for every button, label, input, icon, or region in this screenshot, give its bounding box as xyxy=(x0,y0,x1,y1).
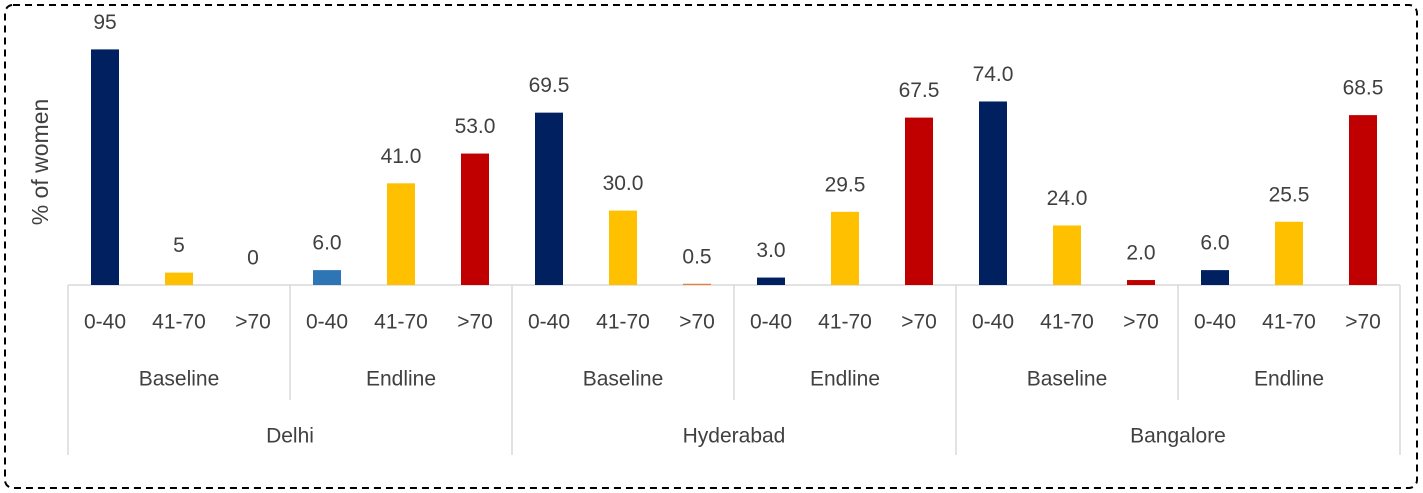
x-tick-label: 0-40 xyxy=(306,311,348,334)
value-label: 69.5 xyxy=(529,74,570,97)
bar xyxy=(1201,270,1229,285)
value-label: 68.5 xyxy=(1343,77,1384,100)
x-tick-label: 0-40 xyxy=(84,311,126,334)
bar xyxy=(165,272,193,285)
bar xyxy=(535,112,563,285)
value-label: 0.5 xyxy=(682,245,711,268)
value-label: 74.0 xyxy=(973,63,1014,86)
x-tick-label: 0-40 xyxy=(1194,311,1236,334)
x-tick-label: >70 xyxy=(901,311,937,334)
value-label: 29.5 xyxy=(825,173,866,196)
value-label: 5 xyxy=(173,234,185,257)
bar xyxy=(1349,115,1377,286)
x-tick-label: 0-40 xyxy=(528,311,570,334)
x-tick-label: 41-70 xyxy=(152,311,206,334)
value-label: 3.0 xyxy=(756,239,785,262)
value-label: 95 xyxy=(93,11,116,34)
value-label: 30.0 xyxy=(603,172,644,195)
bar xyxy=(387,183,415,285)
x-tick-label: 41-70 xyxy=(596,311,650,334)
value-label: 53.0 xyxy=(455,115,496,138)
bar xyxy=(905,117,933,285)
phase-label: Baseline xyxy=(583,368,664,391)
phase-label: Endline xyxy=(810,368,880,391)
value-label: 24.0 xyxy=(1047,187,1088,210)
x-tick-label: 0-40 xyxy=(972,311,1014,334)
bar xyxy=(91,49,119,286)
bar xyxy=(313,270,341,285)
x-tick-label: >70 xyxy=(1123,311,1159,334)
bar xyxy=(1275,221,1303,285)
bar xyxy=(1053,225,1081,285)
x-tick-label: >70 xyxy=(235,311,271,334)
value-label: 0 xyxy=(247,247,259,270)
bar xyxy=(461,153,489,285)
bar xyxy=(683,283,711,285)
x-tick-label: 41-70 xyxy=(818,311,872,334)
phase-label: Baseline xyxy=(139,368,220,391)
x-tick-label: >70 xyxy=(1345,311,1381,334)
value-label: 67.5 xyxy=(899,79,940,102)
value-label: 41.0 xyxy=(381,145,422,168)
x-tick-label: 41-70 xyxy=(1040,311,1094,334)
bar xyxy=(609,210,637,285)
phase-label: Endline xyxy=(1254,368,1324,391)
x-tick-label: 0-40 xyxy=(750,311,792,334)
value-label: 2.0 xyxy=(1126,242,1155,265)
bar xyxy=(831,211,859,285)
city-label: Hyderabad xyxy=(683,425,786,448)
phase-label: Endline xyxy=(366,368,436,391)
phase-label: Baseline xyxy=(1027,368,1108,391)
value-label: 6.0 xyxy=(1200,232,1229,255)
bar xyxy=(757,277,785,285)
x-tick-label: 41-70 xyxy=(374,311,428,334)
x-tick-label: >70 xyxy=(457,311,493,334)
city-label: Delhi xyxy=(266,425,314,448)
value-label: 25.5 xyxy=(1269,183,1310,206)
bar xyxy=(979,101,1007,285)
frame xyxy=(4,4,1418,489)
value-label: 6.0 xyxy=(312,232,341,255)
x-tick-label: >70 xyxy=(679,311,715,334)
bar xyxy=(1127,280,1155,285)
city-label: Bangalore xyxy=(1130,425,1226,448)
x-tick-label: 41-70 xyxy=(1262,311,1316,334)
y-axis-label: % of women xyxy=(27,99,53,226)
